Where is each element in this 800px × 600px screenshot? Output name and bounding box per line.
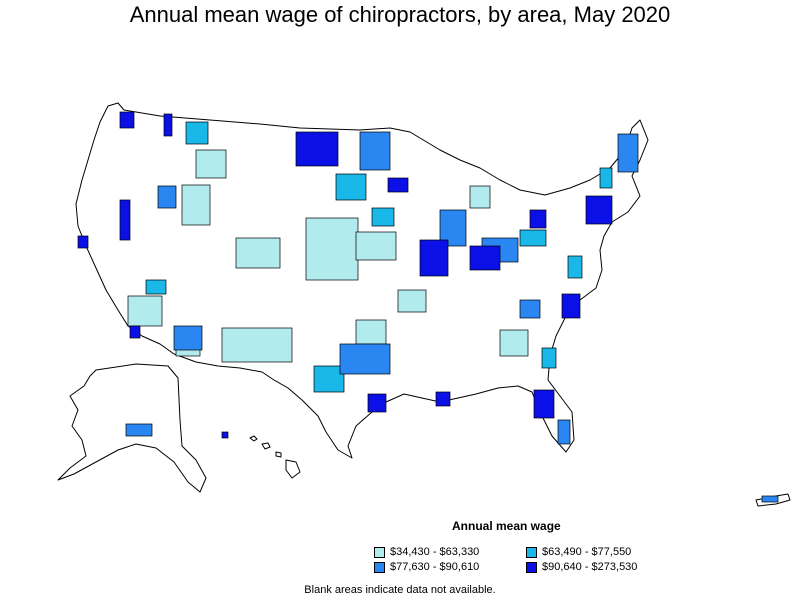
area-shape <box>235 237 281 269</box>
area-shape <box>761 495 779 503</box>
area-shape <box>367 393 387 413</box>
map-title: Annual mean wage of chiropractors, by ar… <box>129 2 671 27</box>
area-shape <box>387 177 409 193</box>
area-shape <box>295 131 339 167</box>
area-shape <box>157 185 177 209</box>
footnote: Blank areas indicate data not available. <box>304 584 496 596</box>
legend-swatch <box>374 546 385 558</box>
area-shape <box>359 131 391 171</box>
area-shape <box>529 209 547 229</box>
area-shape <box>371 207 395 227</box>
area-shape <box>335 173 367 201</box>
legend-label: $34,430 - $63,330 <box>390 546 480 558</box>
area-shape <box>561 293 581 319</box>
area-shape <box>435 391 451 407</box>
area-shape <box>469 185 491 209</box>
legend-item: $34,430 - $63,330 <box>374 546 479 558</box>
contiguous-us-outline <box>75 102 649 459</box>
area-shape <box>127 295 163 327</box>
area-shape <box>305 217 359 281</box>
area-shape <box>599 167 613 189</box>
area-shape <box>397 289 427 313</box>
area-shape <box>129 325 141 339</box>
legend-title: Annual mean wage <box>452 519 561 533</box>
area-shape <box>77 235 89 249</box>
legend-label: $77,630 - $90,610 <box>390 561 480 573</box>
area-shape <box>185 121 209 145</box>
legend-item: $90,640 - $273,530 <box>526 561 637 573</box>
area-shape <box>519 229 547 247</box>
area-shape <box>221 431 229 439</box>
area-shape <box>617 133 639 173</box>
area-shape <box>145 279 167 295</box>
legend-swatch <box>526 561 537 573</box>
area-shape <box>419 239 449 277</box>
area-shape <box>533 389 555 419</box>
area-shape <box>221 327 293 363</box>
area-shape <box>355 319 387 345</box>
legend-label: $63,490 - $77,550 <box>542 546 632 558</box>
legend-swatch <box>374 561 385 573</box>
area-shape <box>125 423 153 437</box>
area-shape <box>313 365 345 393</box>
area-shape <box>339 343 391 375</box>
area-shape <box>163 113 173 137</box>
area-shape <box>119 199 131 241</box>
hawaii-islands <box>249 435 301 479</box>
legend-label: $90,640 - $273,530 <box>542 561 638 573</box>
area-shape <box>585 195 613 225</box>
area-shape <box>499 329 529 357</box>
legend-item: $63,490 - $77,550 <box>526 546 631 558</box>
area-shape <box>541 347 557 369</box>
area-shape <box>557 419 571 445</box>
legend-item: $77,630 - $90,610 <box>374 561 479 573</box>
legend-swatch <box>526 546 537 558</box>
area-shape <box>195 149 227 179</box>
area-shape <box>469 245 501 271</box>
area-shape <box>519 299 541 319</box>
area-shape <box>181 184 211 226</box>
area-shape <box>173 325 203 351</box>
area-shape <box>355 231 397 261</box>
area-shape <box>119 111 135 129</box>
area-shape <box>567 255 583 279</box>
